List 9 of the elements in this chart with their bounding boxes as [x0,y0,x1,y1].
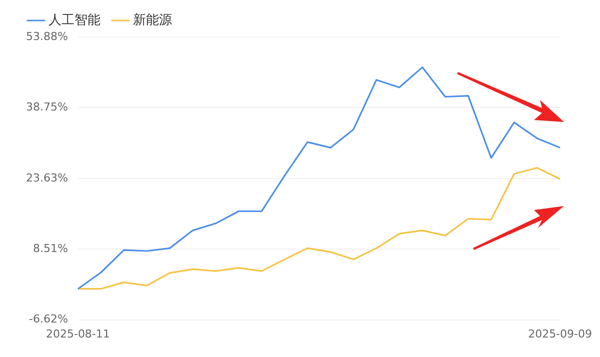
legend-label: 新能源 [133,12,172,28]
x-tick-label: 2025-09-09 [528,327,592,340]
y-tick-label: -6.62% [29,312,68,326]
y-tick-label: 53.88% [26,30,68,43]
y-tick-label: 38.75% [26,100,68,114]
y-tick-label: 23.63% [26,171,68,184]
legend-label: 人工智能 [48,12,100,28]
y-tick-label: 8.51% [32,242,68,255]
x-tick-label: 2025-08-11 [46,327,110,340]
